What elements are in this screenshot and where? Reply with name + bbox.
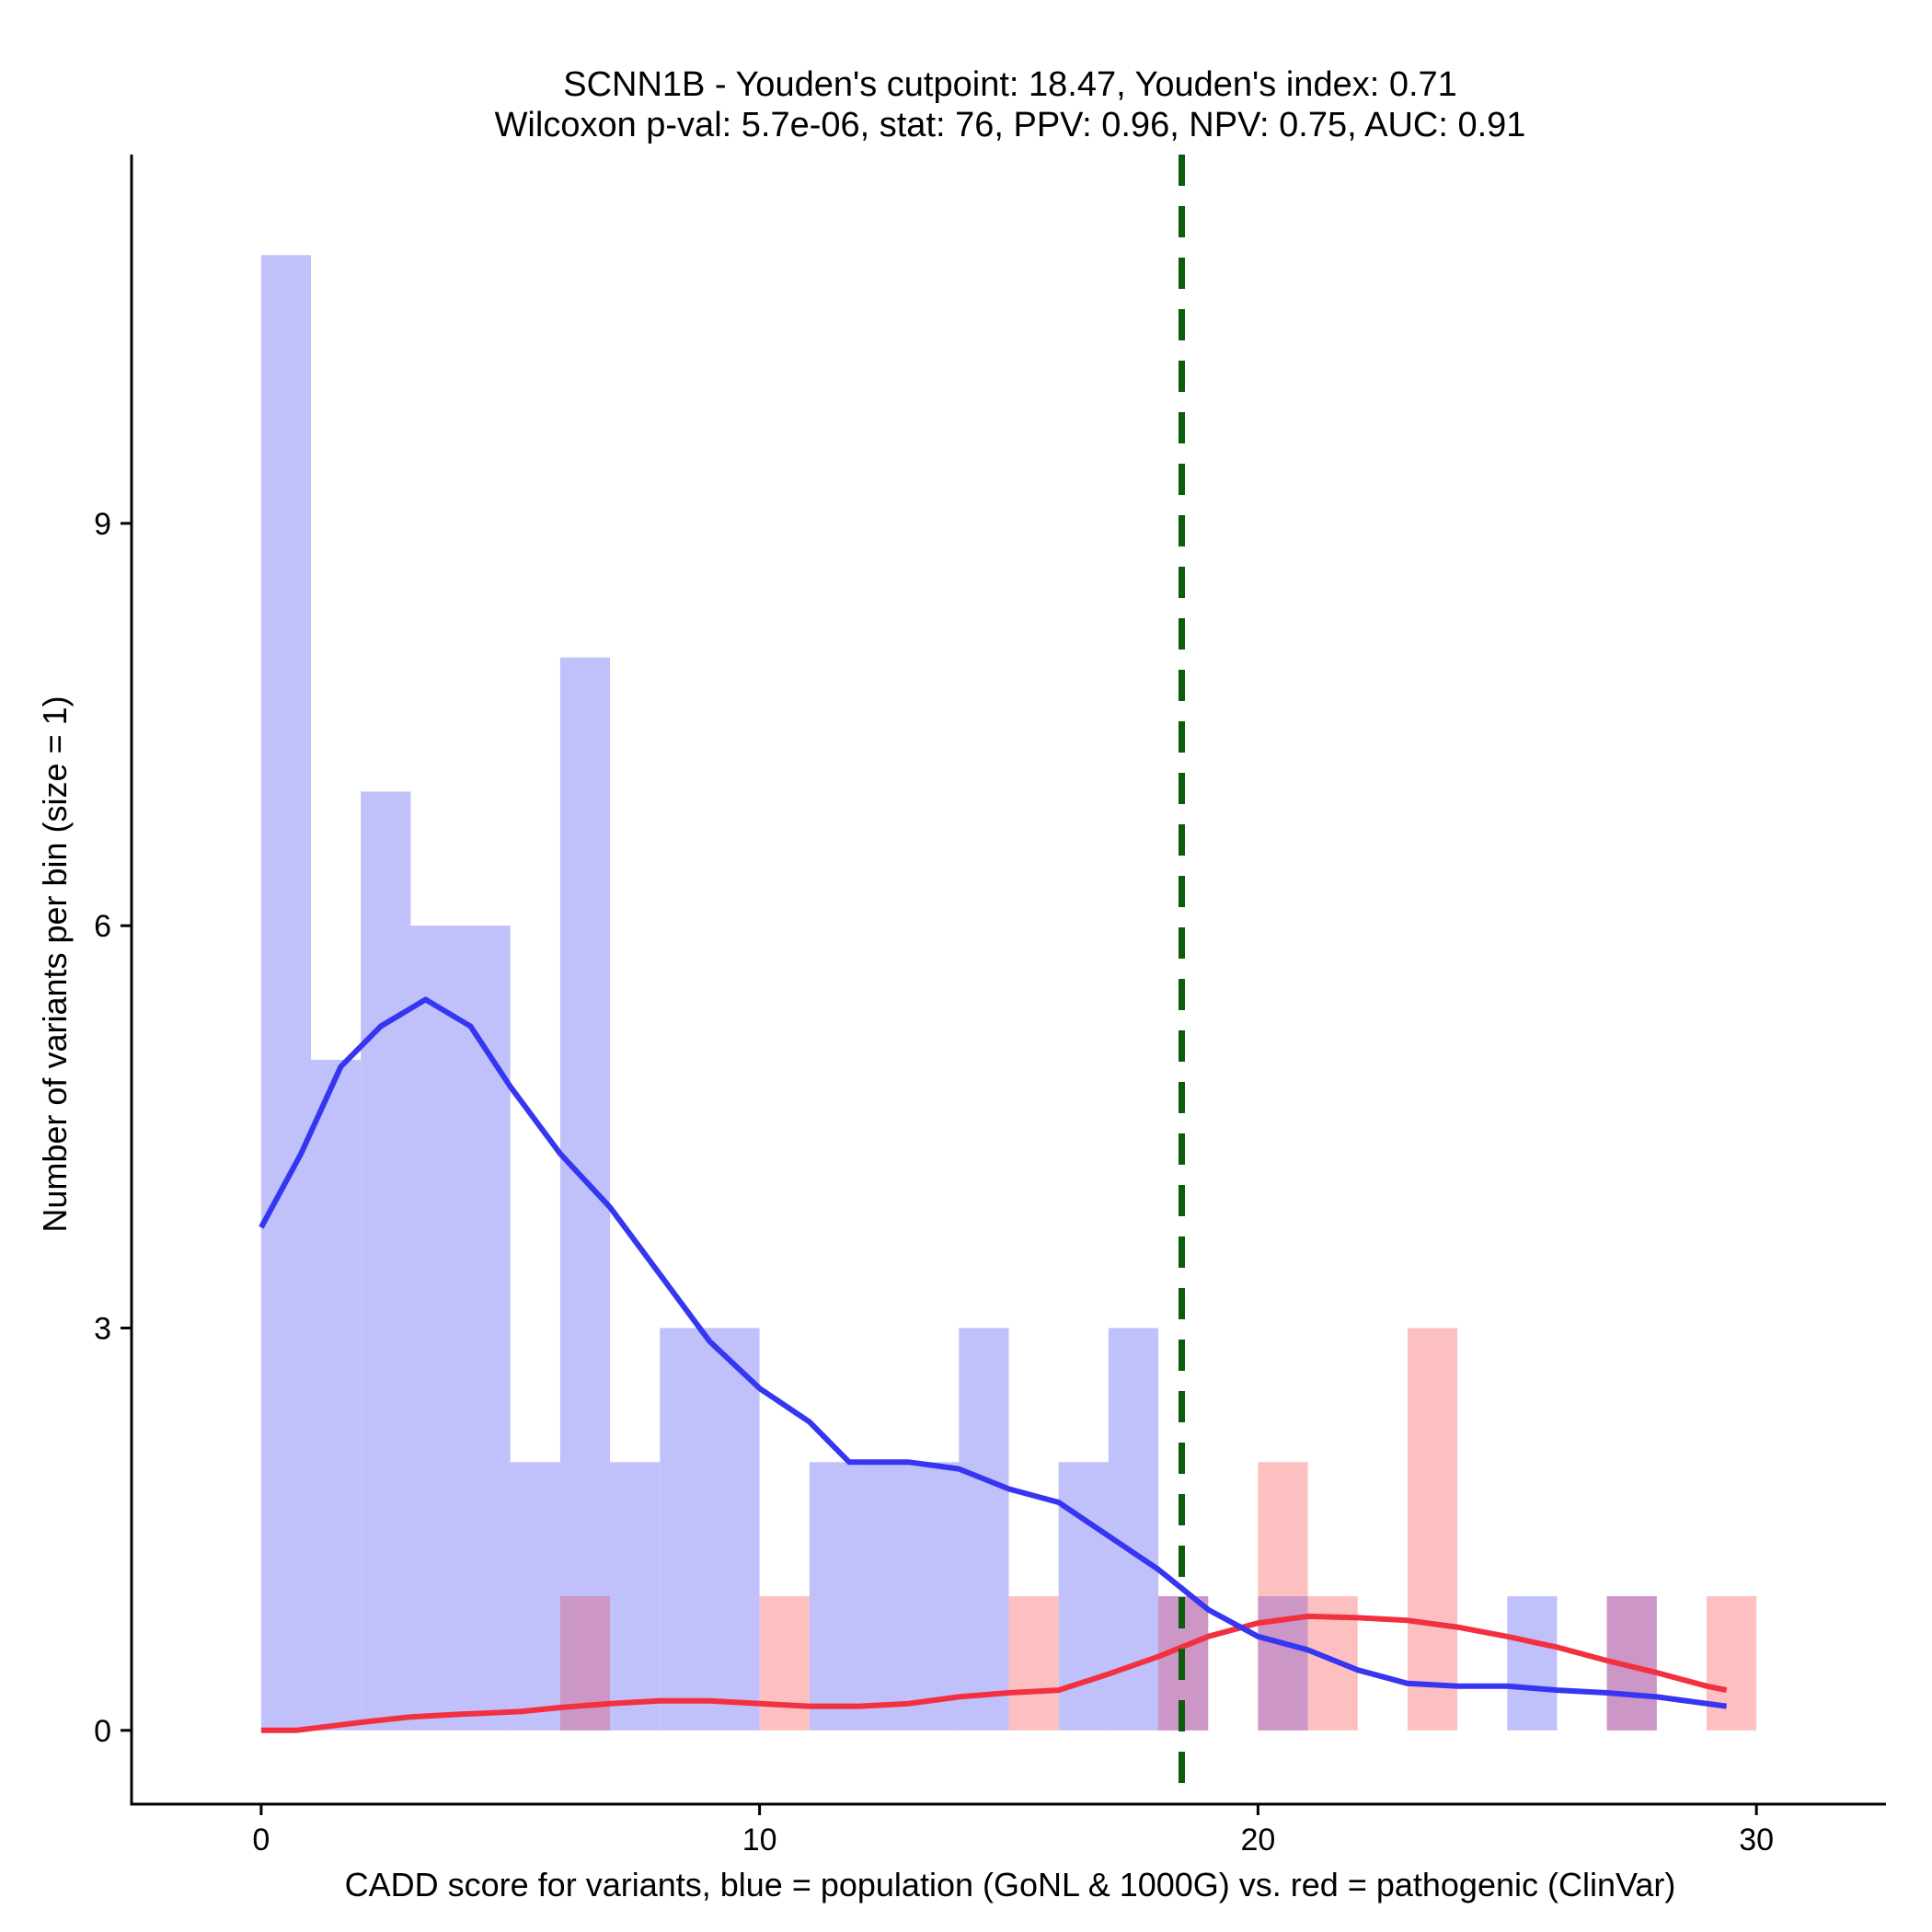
chart-title-line2: Wilcoxon p-val: 5.7e-06, stat: 76, PPV: … <box>495 106 1526 144</box>
x-axis-label: CADD score for variants, blue = populati… <box>345 1866 1676 1903</box>
y-tick-label: 0 <box>94 1714 111 1749</box>
histogram-bars <box>260 255 1757 1731</box>
y-tick-label: 6 <box>94 909 111 944</box>
axes <box>121 155 1886 1815</box>
y-axis-label: Number of variants per bin (size = 1) <box>36 696 74 1232</box>
population-bar <box>858 1462 910 1731</box>
population-bar <box>1507 1596 1558 1731</box>
pathogenic-bar <box>1407 1328 1458 1731</box>
tick-labels: 0 10 20 30 0 3 6 9 <box>94 507 1774 1857</box>
population-bar <box>311 1059 362 1731</box>
pathogenic-bar <box>759 1596 810 1731</box>
population-bar <box>559 657 611 1731</box>
population-bar <box>809 1462 859 1731</box>
chart-title-line1: SCNN1B - Youden's cutpoint: 18.47, Youde… <box>563 65 1457 104</box>
y-tick-label: 9 <box>94 507 111 542</box>
x-tick-label: 30 <box>1739 1823 1774 1857</box>
population-bar <box>959 1328 1009 1731</box>
population-bar <box>709 1328 760 1731</box>
population-bar <box>361 791 411 1731</box>
x-tick-label: 0 <box>252 1823 270 1857</box>
y-tick-label: 3 <box>94 1312 111 1347</box>
population-bar <box>410 926 461 1731</box>
overlap-bar <box>559 1596 611 1731</box>
pathogenic-density-line <box>260 1613 1728 1733</box>
population-density-line <box>259 996 1728 1709</box>
x-tick-label: 20 <box>1240 1823 1275 1857</box>
population-bar <box>660 1328 710 1731</box>
density-curves <box>259 996 1728 1733</box>
pathogenic-bar <box>1706 1596 1757 1731</box>
population-bar <box>510 1462 560 1731</box>
pathogenic-bar <box>1008 1596 1059 1731</box>
population-bar <box>260 255 312 1731</box>
population-bar <box>610 1462 661 1731</box>
population-bar <box>909 1462 960 1731</box>
pathogenic-bar <box>1258 1462 1308 1597</box>
population-bar <box>460 926 511 1731</box>
x-tick-label: 10 <box>742 1823 777 1857</box>
